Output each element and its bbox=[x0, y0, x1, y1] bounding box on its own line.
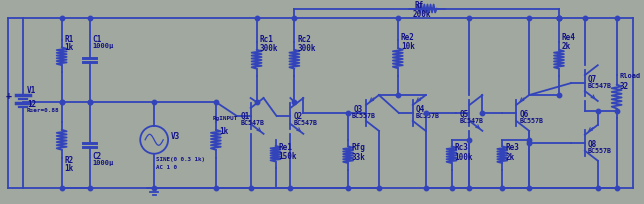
Text: Rc1: Rc1 bbox=[260, 35, 274, 44]
Text: Q5: Q5 bbox=[460, 110, 469, 119]
Text: Q4: Q4 bbox=[416, 105, 425, 114]
Text: 1k: 1k bbox=[64, 43, 74, 52]
Text: Q6: Q6 bbox=[519, 110, 529, 119]
Text: Q8: Q8 bbox=[588, 140, 597, 149]
Text: V1: V1 bbox=[27, 86, 36, 95]
Text: RgINPUT: RgINPUT bbox=[213, 116, 238, 121]
Text: 33k: 33k bbox=[351, 153, 365, 162]
Text: SINE(0 0.3 1k): SINE(0 0.3 1k) bbox=[156, 157, 205, 162]
Text: 12: 12 bbox=[27, 100, 36, 109]
Text: Q2: Q2 bbox=[294, 112, 303, 121]
Text: BC547B: BC547B bbox=[294, 120, 317, 126]
Text: V3: V3 bbox=[171, 132, 180, 141]
Text: BC557B: BC557B bbox=[519, 118, 543, 124]
Text: 2k: 2k bbox=[562, 42, 571, 51]
Text: AC 1 0: AC 1 0 bbox=[156, 165, 177, 170]
Text: 32: 32 bbox=[620, 82, 629, 91]
Text: Rc2: Rc2 bbox=[298, 35, 311, 44]
Text: Re4: Re4 bbox=[562, 33, 576, 42]
Text: Re2: Re2 bbox=[401, 33, 415, 42]
Text: 1k: 1k bbox=[64, 164, 74, 173]
Text: 200k: 200k bbox=[413, 10, 431, 19]
Text: 1000μ: 1000μ bbox=[93, 43, 114, 49]
Text: Q1: Q1 bbox=[241, 112, 250, 121]
Text: BC547B: BC547B bbox=[460, 118, 484, 124]
Text: BC557B: BC557B bbox=[588, 148, 612, 154]
Text: Re3: Re3 bbox=[506, 143, 519, 152]
Text: Rc3: Rc3 bbox=[455, 143, 468, 152]
Text: C2: C2 bbox=[93, 152, 102, 161]
Text: +: + bbox=[6, 91, 12, 101]
Text: R2: R2 bbox=[64, 156, 74, 165]
Text: Rfg: Rfg bbox=[351, 143, 365, 152]
Text: 100k: 100k bbox=[455, 153, 473, 162]
Text: 150k: 150k bbox=[278, 152, 297, 161]
Text: 1k: 1k bbox=[219, 127, 228, 136]
Text: BC557B: BC557B bbox=[352, 113, 376, 119]
Text: 300k: 300k bbox=[260, 44, 278, 53]
Text: Q7: Q7 bbox=[588, 75, 597, 84]
Text: 1000μ: 1000μ bbox=[93, 160, 114, 166]
Text: BC557B: BC557B bbox=[416, 113, 440, 119]
Text: Rload: Rload bbox=[620, 73, 641, 79]
Text: C1: C1 bbox=[93, 35, 102, 44]
Text: Rf: Rf bbox=[415, 1, 424, 10]
Text: Q3: Q3 bbox=[354, 105, 363, 114]
Text: 2k: 2k bbox=[506, 153, 515, 162]
Text: Re1: Re1 bbox=[278, 143, 292, 152]
Text: 10k: 10k bbox=[401, 42, 415, 51]
Text: R1: R1 bbox=[64, 35, 74, 44]
Text: Rser=0.88: Rser=0.88 bbox=[27, 108, 59, 113]
Text: BC547B: BC547B bbox=[588, 83, 612, 89]
Text: BC547B: BC547B bbox=[241, 120, 265, 126]
Text: 300k: 300k bbox=[298, 44, 316, 53]
